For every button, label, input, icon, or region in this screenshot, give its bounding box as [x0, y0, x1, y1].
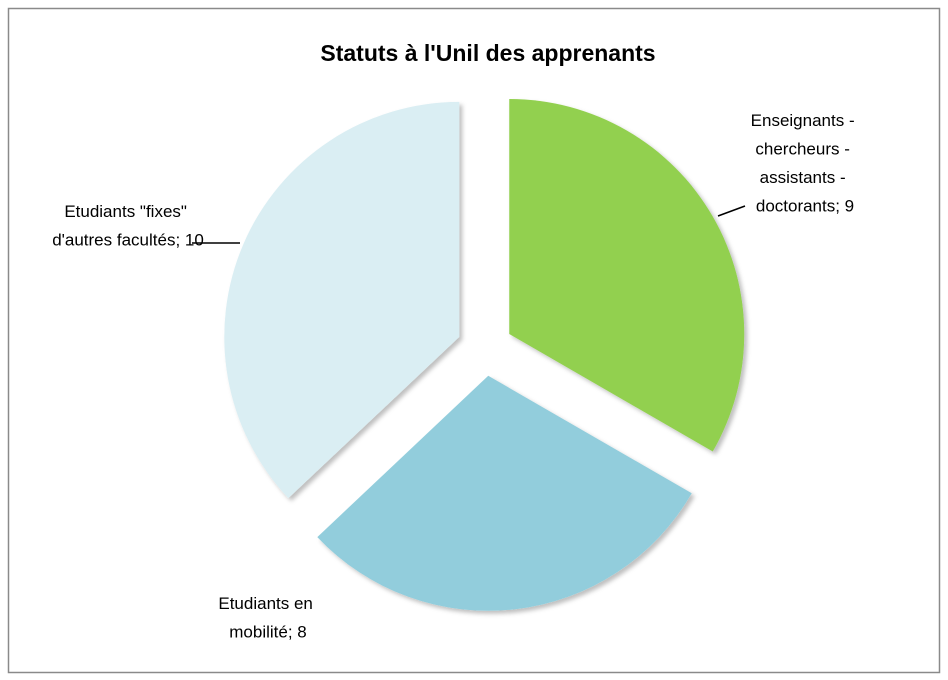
leader-line: [717, 205, 746, 217]
pie-slice: [509, 99, 745, 452]
data-label: Etudiants "fixes" d'autres facultés; 10: [52, 202, 204, 250]
data-label: Etudiants en mobilité; 8: [218, 594, 317, 642]
chart-title: Statuts à l'Unil des apprenants: [320, 40, 655, 66]
pie-slice: [317, 375, 692, 611]
pie-slice: [224, 101, 460, 499]
data-label: Enseignants - chercheurs - assistants - …: [751, 111, 860, 216]
